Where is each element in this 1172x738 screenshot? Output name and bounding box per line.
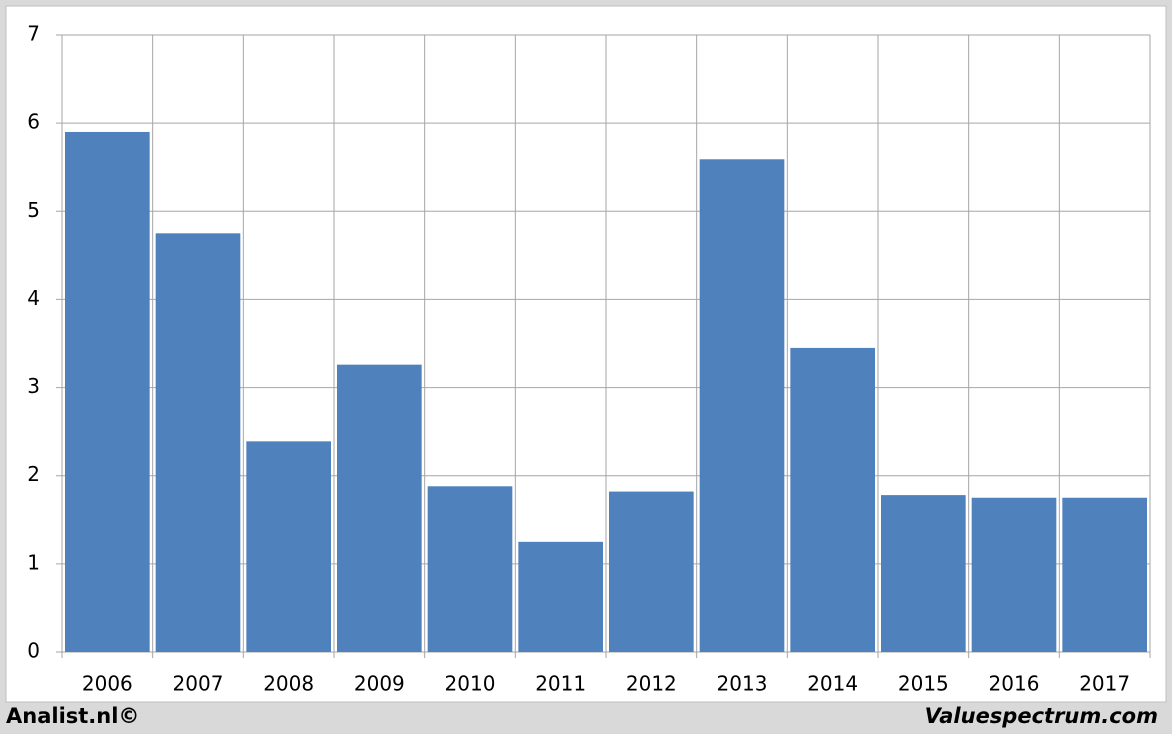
x-tick-label: 2006 [82,672,133,696]
y-tick-label: 0 [27,639,40,663]
x-tick-label: 2017 [1079,672,1130,696]
credit-left: Analist.nl© [6,704,139,728]
x-tick-label: 2016 [989,672,1040,696]
y-tick-label: 1 [27,550,40,574]
bar [971,497,1057,652]
bar [155,233,241,653]
bar [1062,497,1147,652]
bar [881,495,966,652]
bar [518,541,603,652]
x-tick-label: 2007 [173,672,224,696]
bar [699,159,785,652]
y-tick-label: 5 [27,198,40,222]
y-tick-label: 2 [27,462,40,486]
x-tick-label: 2008 [263,672,314,696]
x-tick-label: 2012 [626,672,677,696]
y-tick-label: 3 [27,374,40,398]
x-tick-label: 2009 [354,672,405,696]
bar [337,364,422,652]
x-tick-label: 2013 [717,672,768,696]
x-tick-label: 2010 [445,672,496,696]
bar [246,441,331,652]
credit-right: Valuespectrum.com [925,704,1158,728]
bar [65,131,150,652]
y-tick-label: 7 [27,22,40,46]
x-tick-label: 2014 [807,672,858,696]
y-tick-label: 4 [27,286,40,310]
bar [790,347,875,652]
bar [609,491,694,652]
y-tick-label: 6 [27,110,40,134]
x-tick-label: 2011 [535,672,586,696]
bar [427,486,513,652]
x-tick-label: 2015 [898,672,949,696]
